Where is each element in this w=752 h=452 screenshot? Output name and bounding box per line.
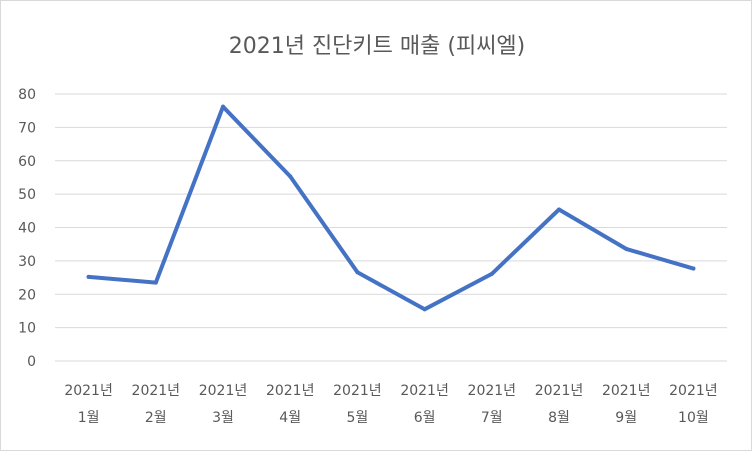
data-point [422, 307, 427, 312]
data-point [489, 271, 494, 276]
y-tick-label: 30 [18, 254, 36, 270]
x-tick-label: 2021년 6월 [400, 383, 449, 426]
x-tick-label: 2021년 8월 [535, 383, 584, 426]
data-point [153, 280, 158, 285]
data-point [691, 266, 696, 271]
y-tick-label: 80 [18, 87, 36, 103]
x-tick-label: 2021년 4월 [266, 383, 315, 426]
x-tick-label: 2021년 3월 [199, 383, 248, 426]
y-tick-label: 0 [27, 354, 36, 370]
x-tick-label: 2021년 2월 [132, 383, 181, 426]
data-point [624, 246, 629, 251]
y-tick-label: 70 [18, 120, 36, 136]
x-tick-label: 2021년 1월 [64, 383, 113, 426]
y-axis-ticks: 0 10 20 30 40 50 60 70 80 [18, 87, 36, 370]
y-tick-label: 10 [18, 321, 36, 337]
data-point [355, 270, 360, 275]
x-axis-ticks: 2021년 1월 2021년 2월 2021년 3월 2021년 4월 2021년 5월 2021년… [64, 383, 717, 426]
y-tick-label: 50 [18, 187, 36, 203]
data-point [86, 274, 91, 279]
y-tick-label: 20 [18, 287, 36, 303]
series-layer [86, 104, 696, 312]
x-tick-label: 2021년 10월 [669, 383, 718, 426]
gridlines [55, 93, 727, 362]
data-point [221, 104, 225, 109]
data-point [288, 174, 293, 179]
y-tick-label: 40 [18, 221, 36, 237]
chart-title: 2021년 진단키트 매출 (피씨엘) [229, 34, 526, 59]
x-tick-label: 2021년 7월 [468, 383, 517, 426]
data-point [557, 207, 561, 212]
x-tick-label: 2021년 5월 [333, 383, 382, 426]
y-tick-label: 60 [18, 154, 36, 170]
series-line [86, 104, 696, 312]
x-tick-label: 2021년 9월 [602, 383, 651, 426]
